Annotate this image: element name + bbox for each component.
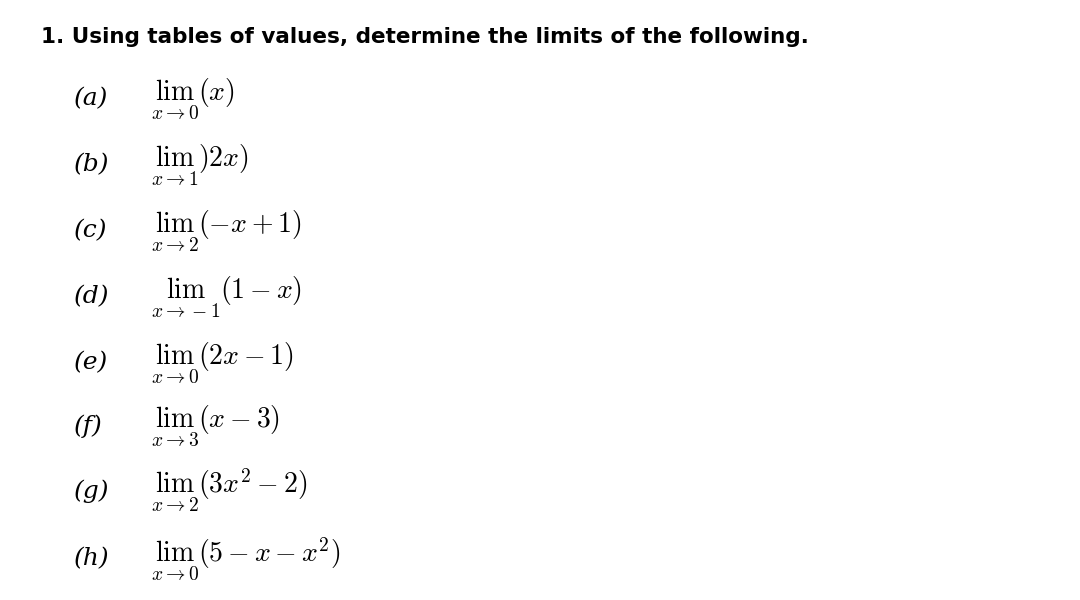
Text: $\underset{x\rightarrow 3}{\lim}(x-3)$: $\underset{x\rightarrow 3}{\lim}(x-3)$	[151, 404, 281, 448]
Text: $\underset{x\rightarrow 2}{\lim}(3x^{2}-2)$: $\underset{x\rightarrow 2}{\lim}(3x^{2}-…	[151, 467, 308, 514]
Text: (d): (d)	[73, 286, 109, 308]
Text: (g): (g)	[73, 479, 109, 503]
Text: (b): (b)	[73, 154, 109, 176]
Text: $\underset{x\rightarrow 0}{\lim}(2x-1)$: $\underset{x\rightarrow 0}{\lim}(2x-1)$	[151, 341, 294, 385]
Text: (h): (h)	[73, 548, 109, 571]
Text: (f): (f)	[73, 414, 103, 438]
Text: (c): (c)	[73, 220, 107, 242]
Text: (a): (a)	[73, 88, 108, 110]
Text: $\underset{x\rightarrow 0}{\lim}(x)$: $\underset{x\rightarrow 0}{\lim}(x)$	[151, 77, 235, 121]
Text: $\underset{x\rightarrow 2}{\lim}(-x+1)$: $\underset{x\rightarrow 2}{\lim}(-x+1)$	[151, 209, 301, 253]
Text: $\underset{x\rightarrow 1}{\lim})2x)$: $\underset{x\rightarrow 1}{\lim})2x)$	[151, 143, 249, 187]
Text: (e): (e)	[73, 352, 108, 374]
Text: 1. Using tables of values, determine the limits of the following.: 1. Using tables of values, determine the…	[41, 27, 809, 47]
Text: $\underset{x\rightarrow 0}{\lim}(5-x-x^{2})$: $\underset{x\rightarrow 0}{\lim}(5-x-x^{…	[151, 536, 340, 583]
Text: $\underset{x\rightarrow -1}{\lim}(1-x)$: $\underset{x\rightarrow -1}{\lim}(1-x)$	[151, 275, 302, 319]
